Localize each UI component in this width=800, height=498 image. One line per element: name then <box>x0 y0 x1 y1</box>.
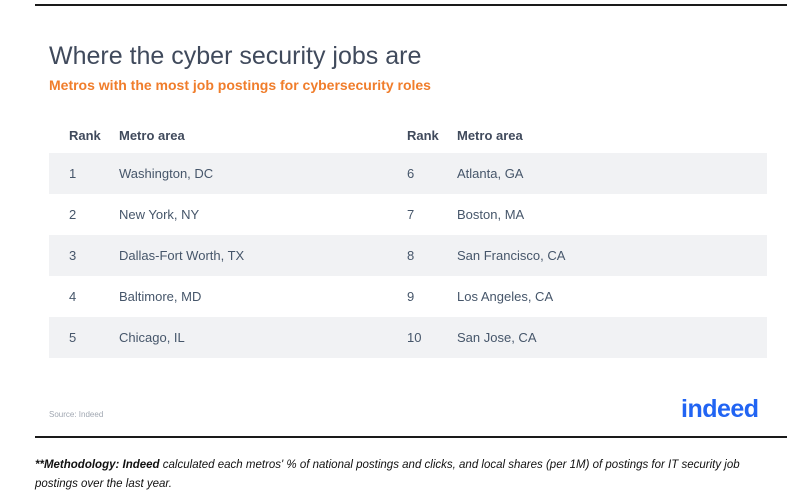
methodology-text: calculated each metros' % of national po… <box>35 459 740 490</box>
rank-cell: 4 <box>69 289 77 304</box>
header-metro-right: Metro area <box>457 128 523 143</box>
rank-cell: 8 <box>407 248 415 263</box>
page-subtitle: Metros with the most job postings for cy… <box>49 77 431 93</box>
methodology-prefix: **Methodology: Indeed <box>35 459 160 471</box>
rank-cell: 9 <box>407 289 415 304</box>
metro-cell: Chicago, IL <box>119 330 185 345</box>
rank-cell: 10 <box>407 330 422 345</box>
source-note: Source: Indeed <box>49 410 104 419</box>
table-row: 4 Baltimore, MD 9 Los Angeles, CA <box>49 276 767 317</box>
table-row: 2 New York, NY 7 Boston, MA <box>49 194 767 235</box>
table-row: 1 Washington, DC 6 Atlanta, GA <box>49 153 767 194</box>
top-divider <box>35 4 787 6</box>
page-title: Where the cyber security jobs are <box>49 42 422 70</box>
header-metro-left: Metro area <box>119 128 185 143</box>
metro-cell: Baltimore, MD <box>119 289 202 304</box>
metro-cell: Los Angeles, CA <box>457 289 554 304</box>
rank-cell: 2 <box>69 207 77 222</box>
logo-text: indeed <box>681 395 759 423</box>
header-rank-right: Rank <box>407 128 439 143</box>
rank-cell: 6 <box>407 166 415 181</box>
rank-cell: 5 <box>69 330 77 345</box>
metro-cell: New York, NY <box>119 207 200 222</box>
methodology-note: **Methodology: Indeed calculated each me… <box>35 456 780 494</box>
metro-cell: Boston, MA <box>457 207 525 222</box>
metro-cell: San Francisco, CA <box>457 248 566 263</box>
metro-cell: Atlanta, GA <box>457 166 524 181</box>
metro-cell: Washington, DC <box>119 166 214 181</box>
header-rank-left: Rank <box>69 128 101 143</box>
rank-cell: 1 <box>69 166 77 181</box>
metro-cell: Dallas-Fort Worth, TX <box>119 248 245 263</box>
table-row: 3 Dallas-Fort Worth, TX 8 San Francisco,… <box>49 235 767 276</box>
rank-cell: 3 <box>69 248 77 263</box>
metro-cell: San Jose, CA <box>457 330 537 345</box>
table-row: 5 Chicago, IL 10 San Jose, CA <box>49 317 767 358</box>
bottom-divider <box>35 436 787 438</box>
indeed-logo: indeed <box>681 395 759 424</box>
rank-cell: 7 <box>407 207 415 222</box>
ranking-table: 1 Washington, DC 6 Atlanta, GA 2 New Yor… <box>49 153 767 358</box>
